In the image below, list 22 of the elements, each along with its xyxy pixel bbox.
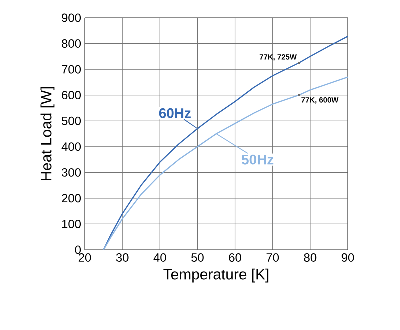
y-tick-label: 900 (62, 14, 82, 22)
legend-label: 50Hz (242, 154, 274, 165)
y-tick-label: 800 (62, 40, 82, 48)
x-tick-label: 90 (342, 254, 354, 262)
x-tick-label: 30 (116, 254, 129, 262)
y-tick-label: 700 (62, 65, 82, 74)
x-axis-title: Temperature [K] (164, 268, 269, 283)
series-label: 60Hz (159, 108, 191, 118)
y-tick-label: 300 (62, 168, 82, 177)
y-axis-title: Heat Load [W] (40, 87, 55, 181)
y-tick-label: 0 (75, 246, 82, 254)
y-tick-label: 600 (62, 91, 82, 100)
x-tick-label: 50 (192, 254, 204, 262)
x-tick-label: 80 (304, 254, 317, 262)
x-tick-label: 40 (154, 254, 166, 262)
x-tick-label: 20 (78, 254, 92, 262)
y-tick-label: 500 (62, 116, 82, 126)
y-tick-label: 400 (62, 142, 82, 152)
x-tick-label: 70 (266, 254, 280, 262)
y-tick-label: 100 (62, 220, 82, 228)
x-tick-label: 60 (229, 254, 242, 262)
y-tick-label: 200 (62, 194, 82, 203)
